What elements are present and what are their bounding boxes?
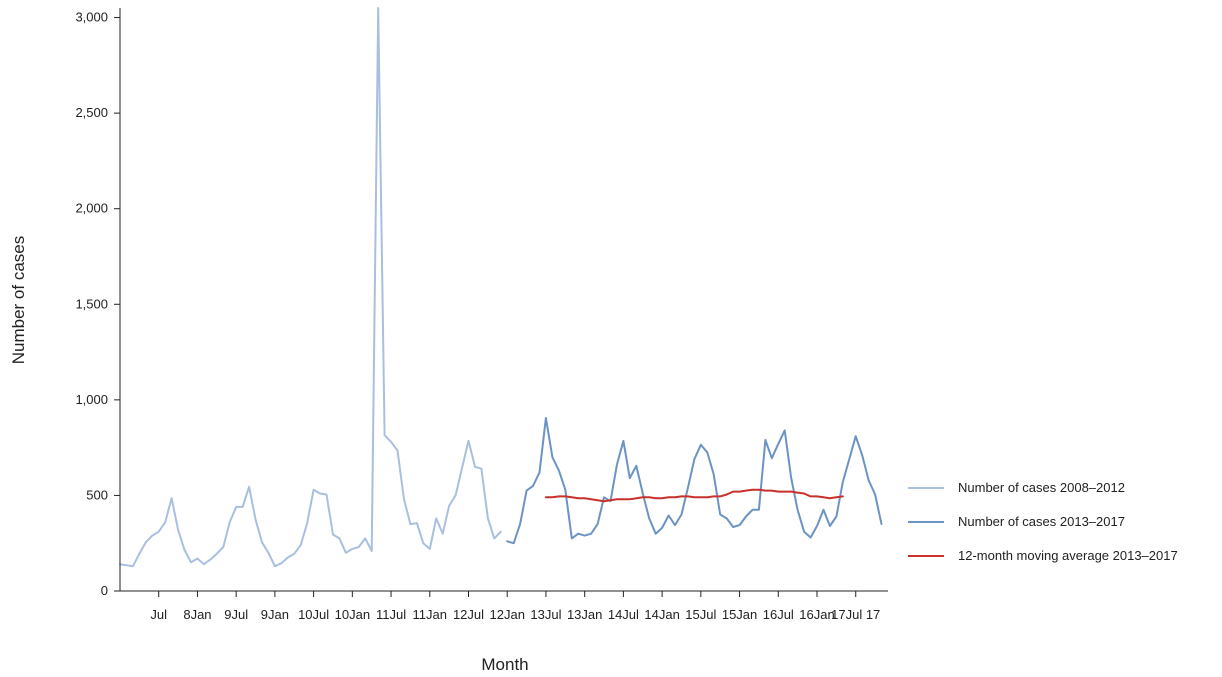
y-tick-label: 0 [101, 583, 108, 598]
x-tick-label: 14Jul [608, 607, 639, 622]
y-axis: 0 500 1,000 1,500 2,000 2,500 3,000 [75, 8, 121, 598]
legend-label: Number of cases 2008–2012 [958, 480, 1125, 495]
y-tick-label: 2,500 [75, 105, 108, 120]
x-tick-label: 13Jan [567, 607, 602, 622]
x-tick-label: 16Jul [763, 607, 794, 622]
legend-label: 12-month moving average 2013–2017 [958, 548, 1178, 563]
x-tick-label: 11Jul [376, 607, 406, 622]
y-tick-label: 1,500 [75, 296, 108, 311]
x-tick-label: 14Jan [644, 607, 679, 622]
x-tick-label: 8Jan [183, 607, 211, 622]
x-tick-label: 15Jul [685, 607, 716, 622]
x-tick-label: Jul [150, 607, 167, 622]
y-tick-label: 500 [86, 487, 108, 502]
x-tick-label: 10Jul [298, 607, 329, 622]
x-tick-label: 9Jan [261, 607, 289, 622]
y-tick-label: 2,000 [75, 201, 108, 216]
legend: Number of cases 2008–2012 Number of cases… [908, 480, 1178, 563]
x-tick-label: 12Jan [490, 607, 525, 622]
series-line-2 [506, 417, 883, 545]
plot-area [119, 7, 883, 568]
x-axis: Jul 8Jan 9Jul 9Jan 10Jul 10Jan 11Jul 11Jan 12Jul… [120, 590, 888, 622]
x-tick-label: 17Jul 17 [831, 607, 880, 622]
x-tick-label: 13Jul [530, 607, 561, 622]
y-axis-title: Number of cases [9, 236, 28, 365]
x-tick-label: 10Jan [335, 607, 370, 622]
x-tick-label: 12Jul [453, 607, 484, 622]
y-tick-label: 3,000 [75, 10, 108, 25]
y-tick-label: 1,000 [75, 392, 108, 407]
x-tick-label: 16Jan [799, 607, 834, 622]
x-tick-label: 9Jul [224, 607, 248, 622]
series-line-1 [119, 7, 502, 568]
x-tick-label: 11Jan [413, 607, 447, 622]
legend-label: Number of cases 2013–2017 [958, 514, 1125, 529]
x-axis-title: Month [481, 655, 528, 674]
x-tick-label: 15Jan [722, 607, 757, 622]
series-line-3 [544, 488, 844, 503]
